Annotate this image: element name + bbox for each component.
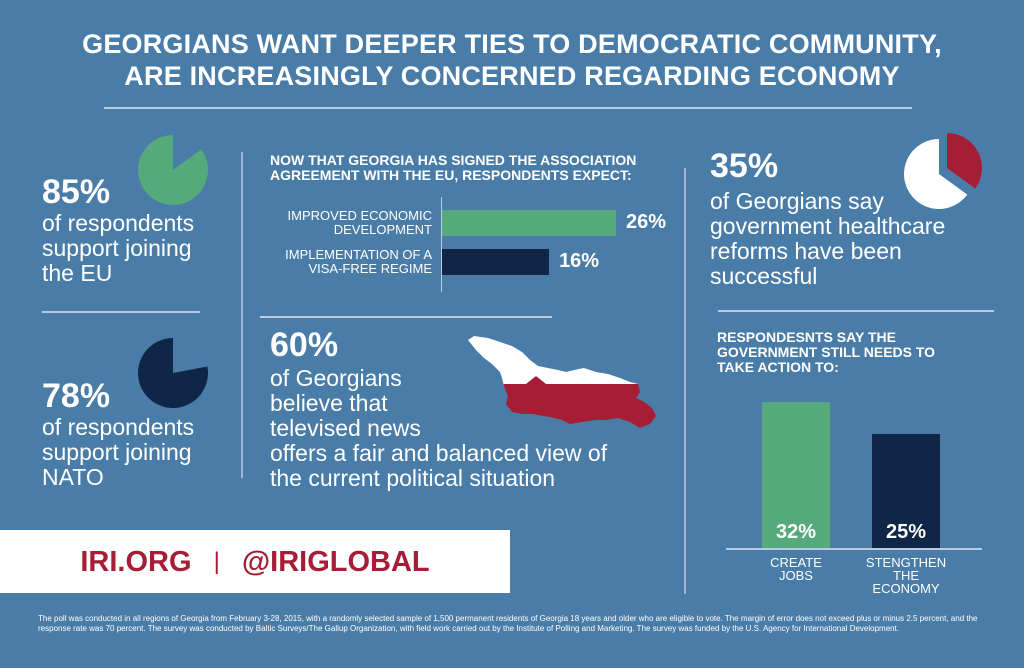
hbar-value-label: 26% xyxy=(626,211,667,233)
eu-desc-line: support joining xyxy=(42,235,192,261)
hbar-category-label: IMPROVED ECONOMIC DEVELOPMENT xyxy=(288,209,432,237)
nato-desc-line: support joining xyxy=(42,439,192,465)
action-bar-chart: 32% CREATE JOBS 25% STENGTHEN THE ECONOMY xyxy=(726,392,982,602)
nato-desc-line: NATO xyxy=(42,464,104,490)
health-description: of Georgians say government healthcare r… xyxy=(710,189,945,289)
action-heading-line: TAKE ACTION TO: xyxy=(717,359,839,375)
twitter-handle-link[interactable]: @IRIGLOBAL xyxy=(241,546,430,578)
eu-description: of respondents support joining the EU xyxy=(42,211,194,286)
health-pie-other xyxy=(904,139,968,209)
action-heading-line: GOVERNMENT STILL NEEDS TO xyxy=(717,344,936,360)
eu-desc-line: of respondents xyxy=(42,210,195,236)
action-heading-line: RESPONDESNTS SAY THE xyxy=(717,329,896,345)
vbar-bar xyxy=(762,402,830,548)
health-percent: 35% xyxy=(710,147,779,185)
hbar-category-line: IMPROVED ECONOMIC xyxy=(287,208,432,223)
tv-desc-line: the current political situation xyxy=(270,465,556,491)
right-column-divider xyxy=(684,168,686,594)
eu-desc-line: the EU xyxy=(42,260,113,286)
tv-percent: 60% xyxy=(270,326,339,364)
page-title: GEORGIANS WANT DEEPER TIES TO DEMOCRATIC… xyxy=(0,28,1024,92)
tv-desc-line: offers a fair and balanced view of xyxy=(270,440,608,466)
health-pie-chart xyxy=(904,133,982,209)
tv-desc-line: televised news xyxy=(270,415,421,441)
georgia-map-icon xyxy=(468,336,656,428)
site-link[interactable]: IRI.ORG xyxy=(80,546,192,578)
vbar-bar xyxy=(872,433,940,548)
georgia-map-white xyxy=(468,336,656,384)
health-desc-line: successful xyxy=(710,263,818,289)
nato-pie-chart xyxy=(138,338,208,408)
vbar-category-line: ECONOMY xyxy=(872,581,940,596)
eu-percent: 85% xyxy=(42,173,111,211)
tv-desc-line: believe that xyxy=(270,390,388,416)
health-desc-line: of Georgians say xyxy=(710,188,884,214)
vbar-category-label: STENGTHEN THE ECONOMY xyxy=(852,556,960,595)
action-heading: RESPONDESNTS SAY THE GOVERNMENT STILL NE… xyxy=(717,330,935,375)
health-divider xyxy=(718,310,994,312)
association-heading: NOW THAT GEORGIA HAS SIGNED THE ASSOCIAT… xyxy=(270,153,636,183)
hbar-category-line: VISA-FREE REGIME xyxy=(308,261,432,276)
association-heading-line: AGREEMENT WITH THE EU, RESPONDENTS EXPEC… xyxy=(270,167,632,183)
nato-description: of respondents support joining NATO xyxy=(42,415,194,490)
tv-desc-line: of Georgians xyxy=(270,365,402,391)
nato-pie-slice xyxy=(138,338,208,408)
hbar-bar xyxy=(442,249,550,275)
vbar-category-line: CREATE xyxy=(770,555,822,570)
eu-pie-chart xyxy=(138,135,208,205)
left-column-divider xyxy=(241,152,243,478)
section-divider xyxy=(260,316,552,318)
hbar-axis-line xyxy=(441,197,442,292)
hbar-category-line: DEVELOPMENT xyxy=(333,222,432,237)
nato-desc-line: of respondents xyxy=(42,414,195,440)
association-heading-line: NOW THAT GEORGIA HAS SIGNED THE ASSOCIAT… xyxy=(270,152,637,168)
methodology-footnote: The poll was conducted in all regions of… xyxy=(38,614,978,633)
hbar-category-label: IMPLEMENTATION OF A VISA-FREE REGIME xyxy=(285,248,432,276)
logo-separator: | xyxy=(213,548,220,575)
title-divider xyxy=(104,107,912,109)
title-line-1: GEORGIANS WANT DEEPER TIES TO DEMOCRATIC… xyxy=(82,29,942,59)
association-bar-chart: IMPROVED ECONOMIC DEVELOPMENT 26% IMPLEMENT… xyxy=(260,204,680,289)
footer-logo-box: IRI.ORG | @IRIGLOBAL xyxy=(0,530,510,593)
footer-logo: IRI.ORG | @IRIGLOBAL xyxy=(0,546,510,578)
vbar-category-line: STENGTHEN xyxy=(865,555,947,570)
vbar-category-line: JOBS xyxy=(779,568,813,583)
vbar-axis-line xyxy=(726,548,982,550)
eu-pie-slice xyxy=(138,135,208,205)
vbar-value-label: 32% xyxy=(775,521,817,543)
vbar-category-line: THE xyxy=(893,568,919,583)
tv-description: of Georgians believe that televised news… xyxy=(270,366,607,491)
hbar-value-label: 16% xyxy=(559,250,600,272)
health-pie-slice xyxy=(947,133,982,189)
eu-nato-divider xyxy=(42,311,200,313)
vbar-category-label: CREATE JOBS xyxy=(742,556,850,582)
title-line-2: ARE INCREASINGLY CONCERNED REGARDING ECO… xyxy=(124,61,900,91)
nato-percent: 78% xyxy=(42,377,111,415)
georgia-map-red xyxy=(468,376,656,428)
hbar-category-line: IMPLEMENTATION OF A xyxy=(285,247,432,262)
health-desc-line: reforms have been xyxy=(710,238,902,264)
health-desc-line: government healthcare xyxy=(710,213,946,239)
vbar-value-label: 25% xyxy=(885,521,927,543)
hbar-bar xyxy=(442,210,616,236)
